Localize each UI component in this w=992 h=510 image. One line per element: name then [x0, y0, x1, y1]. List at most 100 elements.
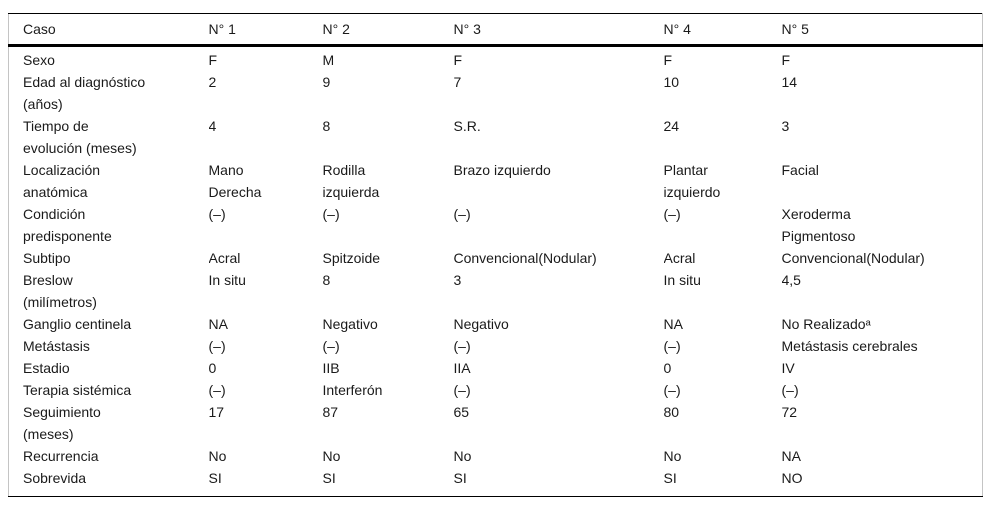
table-row: Metástasis (–) (–) (–) (–) Metástasis cerebra…: [9, 335, 983, 357]
header-cell-caso-4: N° 4: [663, 13, 782, 47]
table-row: Ganglio centinela NA Negativo Negativo NA No …: [9, 313, 983, 335]
table-cell: (–): [663, 338, 681, 354]
table-cell: Convencional(Nodular): [781, 250, 925, 266]
header-cell-caso: Caso: [8, 13, 209, 47]
table-cell: SI: [663, 470, 677, 486]
table-cell: Spitzoide: [322, 250, 381, 266]
table-cell: 14: [781, 74, 798, 90]
table-cell: Xeroderma Pigmentoso: [781, 206, 856, 244]
table-cell: (–): [322, 338, 340, 354]
table-cell: NA: [208, 316, 228, 332]
table-cell: 4,5: [781, 272, 801, 288]
paper-table-page: Caso N° 1 N° 2 N° 3 N° 4 N° 5 Sexo F M F F F E…: [8, 13, 983, 497]
table-cell: Negativo: [453, 316, 509, 332]
case-series-table: Caso N° 1 N° 2 N° 3 N° 4 N° 5 Sexo F M F F F E…: [8, 13, 983, 497]
table-cell: 0: [663, 360, 672, 376]
row-label: Recurrencia: [23, 448, 99, 464]
table-cell: (–): [453, 206, 471, 222]
table-row: Recurrencia No No No No NA: [9, 445, 983, 467]
table-cell: F: [453, 52, 463, 68]
table-cell: (–): [453, 382, 471, 398]
table-cell: 3: [453, 272, 462, 288]
table-cell: 3: [781, 118, 790, 134]
table-cell: SI: [322, 470, 336, 486]
table-cell: Brazo izquierdo: [453, 162, 551, 178]
table-cell: Negativo: [322, 316, 378, 332]
table-cell: 80: [663, 404, 680, 420]
table-cell: 7: [453, 74, 462, 90]
table-cell: SI: [453, 470, 467, 486]
header-cell-caso-1: N° 1: [208, 13, 323, 47]
table-cell: Metástasis cerebrales: [781, 338, 918, 354]
row-label: Tiempo de evolución (meses): [23, 118, 137, 156]
table-row: Subtipo Acral Spitzoide Convencional(Nodula…: [9, 247, 983, 269]
table-cell: Acral: [663, 250, 696, 266]
table-cell: In situ: [663, 272, 701, 288]
table-cell: (–): [663, 382, 681, 398]
table-cell: Plantar izquierdo: [663, 162, 721, 200]
table-cell: IIA: [453, 360, 471, 376]
table-cell: 2: [208, 74, 217, 90]
table-row: Terapia sistémica (–) Interferón (–) (–) (–): [9, 379, 983, 401]
table-cell: No: [208, 448, 227, 464]
table-cell: (–): [208, 206, 226, 222]
row-label: Edad al diagnóstico (años): [23, 74, 146, 112]
table-cell: 17: [208, 404, 225, 420]
table-cell: Mano Derecha: [208, 162, 262, 200]
table-cell: F: [663, 52, 673, 68]
row-label: Subtipo: [23, 250, 71, 266]
table-cell: Acral: [208, 250, 241, 266]
table-row: Tiempo de evolución (meses) 4 8 S.R. 24 3: [9, 115, 983, 159]
table-cell: No: [322, 448, 341, 464]
table-cell: No: [453, 448, 472, 464]
table-cell: 8: [322, 272, 331, 288]
table-row: Breslow (milímetros) In situ 8 3 In situ 4,5: [9, 269, 983, 313]
row-label: Condición predisponente: [23, 206, 112, 244]
table-body: Sexo F M F F F Edad al diagnóstico (años) 2 9 7 10…: [9, 46, 983, 497]
table-cell: 87: [322, 404, 339, 420]
table-cell: S.R.: [453, 118, 481, 134]
table-cell: Convencional(Nodular): [453, 250, 597, 266]
table-cell: 65: [453, 404, 470, 420]
table-cell: 72: [781, 404, 798, 420]
row-label: Breslow (milímetros): [23, 272, 97, 310]
table-cell: (–): [208, 382, 226, 398]
header-cell-caso-2: N° 2: [322, 13, 454, 47]
table-cell: NA: [663, 316, 683, 332]
header-row: Caso N° 1 N° 2 N° 3 N° 4 N° 5: [8, 13, 983, 47]
table-cell: 24: [663, 118, 680, 134]
header-cell-caso-3: N° 3: [453, 13, 664, 47]
table-cell: Facial: [781, 162, 819, 178]
table-cell: SI: [208, 470, 222, 486]
row-label: Terapia sistémica: [23, 382, 132, 398]
header-cell-caso-5: N° 5: [781, 13, 983, 47]
table-cell: (–): [663, 206, 681, 222]
table-row: Edad al diagnóstico (años) 2 9 7 10 14: [9, 71, 983, 115]
table-cell: Rodilla izquierda: [322, 162, 380, 200]
table-cell: (–): [453, 338, 471, 354]
table-cell: (–): [781, 382, 799, 398]
row-label: Seguimiento (meses): [23, 404, 101, 442]
row-label: Metástasis: [23, 338, 90, 354]
table-row: Estadio 0 IIB IIA 0 IV: [9, 357, 983, 379]
table-cell: No Realizadoᵃ: [781, 316, 871, 332]
table-cell: 9: [322, 74, 331, 90]
table-cell: 0: [208, 360, 217, 376]
table-row: Condición predisponente (–) (–) (–) (–) Xerod…: [9, 203, 983, 247]
row-label: Sobrevida: [23, 470, 87, 486]
row-label: Estadio: [23, 360, 70, 376]
row-label: Localización anatómica: [23, 162, 101, 200]
table-cell: M: [322, 52, 335, 68]
table-cell: IV: [781, 360, 795, 376]
table-cell: No: [663, 448, 682, 464]
table-cell: (–): [322, 206, 340, 222]
table-cell: NO: [781, 470, 803, 486]
table-cell: (–): [208, 338, 226, 354]
row-label: Sexo: [23, 52, 55, 68]
table-cell: In situ: [208, 272, 246, 288]
table-row: Sexo F M F F F: [9, 46, 983, 72]
row-label: Ganglio centinela: [23, 316, 132, 332]
table-cell: 4: [208, 118, 217, 134]
table-cell: Interferón: [322, 382, 383, 398]
table-cell: NA: [781, 448, 801, 464]
